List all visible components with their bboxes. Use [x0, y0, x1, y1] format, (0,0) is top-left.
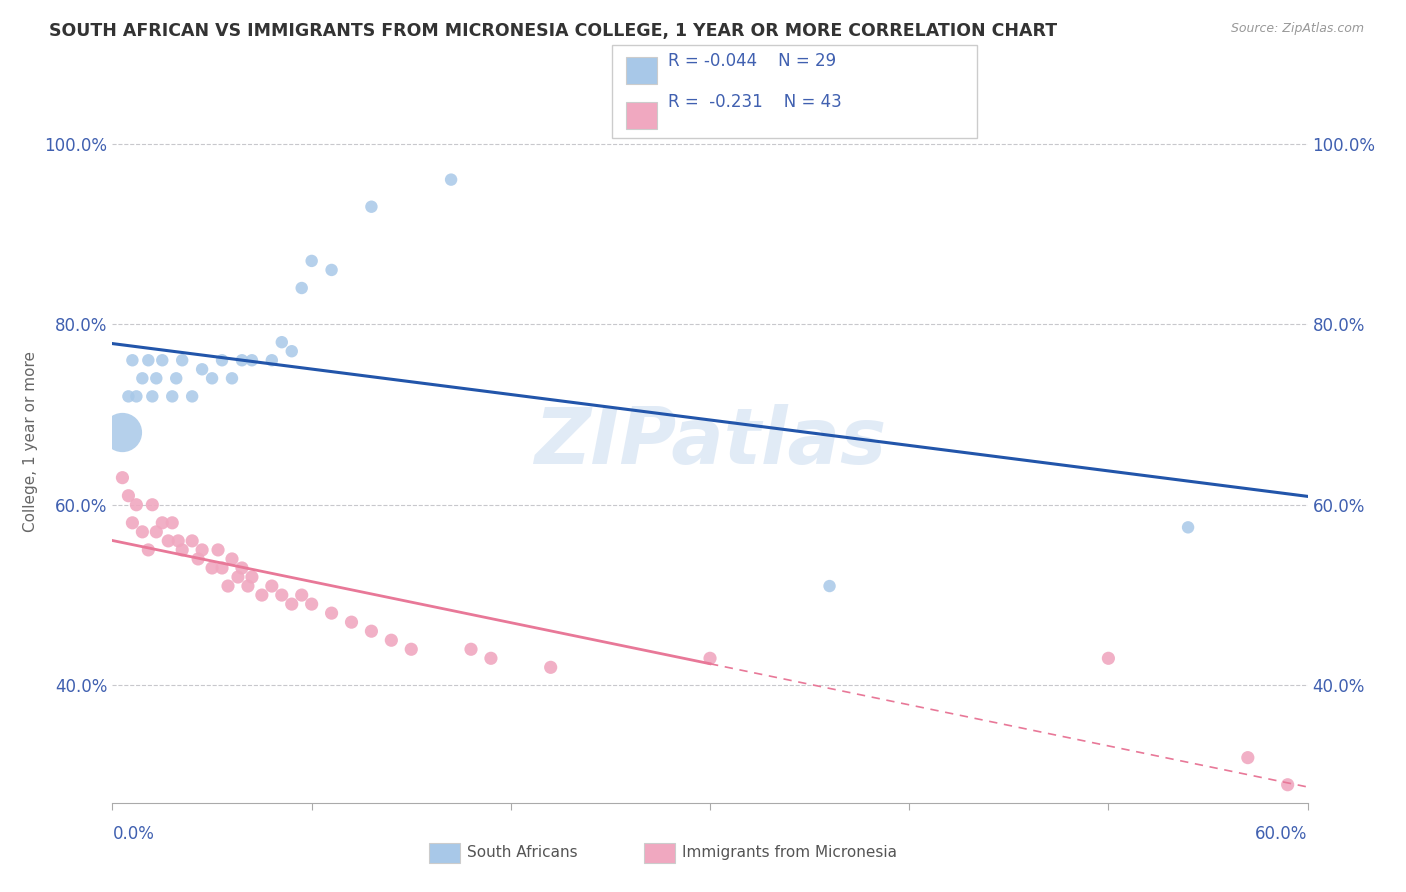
Point — [221, 371, 243, 385]
Point — [117, 489, 139, 503]
Point — [131, 524, 153, 539]
Point — [1097, 651, 1119, 665]
Point — [231, 353, 253, 368]
Point — [818, 579, 841, 593]
Point — [236, 579, 259, 593]
Point — [150, 353, 173, 368]
Point — [191, 362, 214, 376]
Point — [121, 516, 143, 530]
Point — [201, 371, 224, 385]
Point — [221, 552, 243, 566]
Point — [141, 389, 163, 403]
Point — [141, 498, 163, 512]
Text: 60.0%: 60.0% — [1256, 825, 1308, 843]
Point — [111, 471, 134, 485]
Point — [321, 263, 343, 277]
Point — [321, 606, 343, 620]
Point — [281, 344, 304, 359]
Point — [131, 371, 153, 385]
Point — [201, 561, 224, 575]
Point — [360, 200, 382, 214]
Point — [181, 389, 204, 403]
Point — [440, 172, 463, 186]
Point — [401, 642, 423, 657]
Point — [301, 597, 323, 611]
Point — [380, 633, 402, 648]
Point — [226, 570, 249, 584]
Point — [121, 353, 143, 368]
Point — [1237, 750, 1260, 764]
Point — [167, 533, 190, 548]
Point — [699, 651, 721, 665]
Y-axis label: College, 1 year or more: College, 1 year or more — [22, 351, 38, 532]
Point — [240, 570, 263, 584]
Point — [125, 498, 148, 512]
Text: R = -0.044    N = 29: R = -0.044 N = 29 — [668, 52, 837, 70]
Point — [270, 335, 292, 350]
Point — [260, 353, 283, 368]
Point — [540, 660, 562, 674]
Point — [125, 389, 148, 403]
Point — [157, 533, 180, 548]
Point — [217, 579, 239, 593]
Point — [291, 281, 314, 295]
Text: South Africans: South Africans — [467, 846, 578, 860]
Point — [138, 542, 160, 557]
Point — [187, 552, 209, 566]
Point — [460, 642, 482, 657]
Text: Immigrants from Micronesia: Immigrants from Micronesia — [682, 846, 897, 860]
Point — [211, 353, 233, 368]
Point — [479, 651, 502, 665]
Point — [165, 371, 187, 385]
Point — [240, 353, 263, 368]
Point — [150, 516, 173, 530]
Point — [191, 542, 214, 557]
Point — [270, 588, 292, 602]
Point — [117, 389, 139, 403]
Point — [172, 353, 194, 368]
Point — [207, 542, 229, 557]
Text: ZIPatlas: ZIPatlas — [534, 403, 886, 480]
Point — [1277, 778, 1299, 792]
Point — [360, 624, 382, 639]
Text: R =  -0.231    N = 43: R = -0.231 N = 43 — [668, 94, 842, 112]
Point — [291, 588, 314, 602]
Point — [181, 533, 204, 548]
Text: 0.0%: 0.0% — [112, 825, 155, 843]
Point — [260, 579, 283, 593]
Point — [111, 425, 134, 440]
Point — [231, 561, 253, 575]
Text: SOUTH AFRICAN VS IMMIGRANTS FROM MICRONESIA COLLEGE, 1 YEAR OR MORE CORRELATION : SOUTH AFRICAN VS IMMIGRANTS FROM MICRONE… — [49, 22, 1057, 40]
Point — [250, 588, 273, 602]
Point — [281, 597, 304, 611]
Point — [301, 253, 323, 268]
Text: Source: ZipAtlas.com: Source: ZipAtlas.com — [1230, 22, 1364, 36]
Point — [1177, 520, 1199, 534]
Point — [162, 516, 183, 530]
Point — [162, 389, 183, 403]
Point — [211, 561, 233, 575]
Point — [340, 615, 363, 630]
Point — [145, 524, 167, 539]
Point — [138, 353, 160, 368]
Point — [145, 371, 167, 385]
Point — [172, 542, 194, 557]
